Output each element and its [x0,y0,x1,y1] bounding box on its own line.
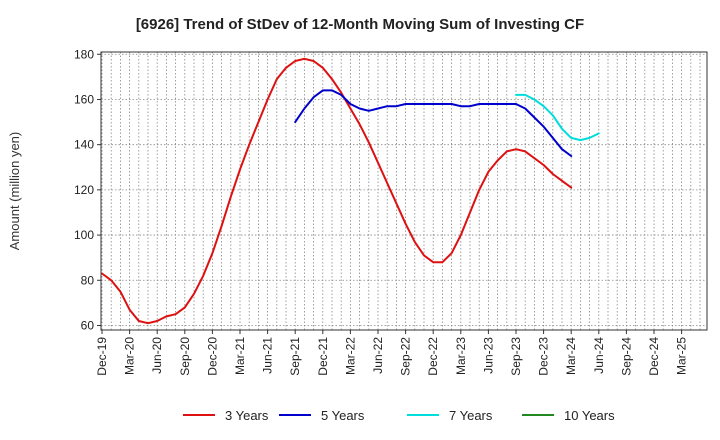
y-tick-label: 180 [74,47,94,61]
x-tick-label: Mar-22 [343,337,357,375]
x-tick-label: Jun-20 [150,337,164,374]
chart-title: [6926] Trend of StDev of 12-Month Moving… [136,16,584,33]
series-line-3-years [101,57,573,325]
x-tick-label: Mar-24 [564,337,578,375]
y-tick-label: 160 [74,92,94,106]
series-line-7-years [515,93,600,142]
y-axis-label: Amount (million yen) [7,132,22,251]
x-tick-label: Sep-21 [288,337,302,376]
x-tick-label: Dec-23 [537,337,551,376]
x-tick-label: Sep-23 [509,337,523,376]
x-tick-label: Dec-20 [205,337,219,376]
x-tick-label: Sep-24 [619,337,633,376]
x-tick-label: Mar-23 [454,337,468,375]
series-lines [101,57,600,325]
x-tick-label: Mar-25 [675,337,689,375]
x-tick-label: Mar-21 [233,337,247,375]
x-tick-label: Sep-22 [399,337,413,376]
y-tick-label: 140 [74,138,94,152]
x-tick-label: Jun-21 [261,337,275,374]
y-tick-label: 80 [81,273,95,287]
y-tick-label: 60 [81,318,95,332]
x-tick-label: Dec-19 [95,337,109,376]
legend-label: 7 Years [449,408,493,423]
x-tick-label: Dec-21 [316,337,330,376]
legend-label: 3 Years [225,408,269,423]
legend-label: 10 Years [564,408,615,423]
y-axis: 60 80 100 120 140 160 180 [74,47,101,332]
legend-label: 5 Years [321,408,365,423]
grid [101,52,707,330]
x-tick-label: Jun-23 [481,337,495,374]
y-tick-label: 120 [74,183,94,197]
x-tick-label: Mar-20 [123,337,137,375]
x-tick-label: Jun-24 [592,337,606,374]
plot-area [100,51,708,331]
x-tick-label: Jun-22 [371,337,385,374]
x-tick-label: Sep-20 [178,337,192,376]
y-tick-label: 100 [74,228,94,242]
x-axis: Dec-19 Mar-20 Jun-20 Sep-20 Dec-20 Mar-21 Jun-… [95,330,689,376]
series-line-5-years [294,89,573,157]
legend: 3 Years 5 Years 7 Years 10 Years [183,408,615,423]
x-tick-label: Dec-24 [647,337,661,376]
x-tick-label: Dec-22 [426,337,440,376]
